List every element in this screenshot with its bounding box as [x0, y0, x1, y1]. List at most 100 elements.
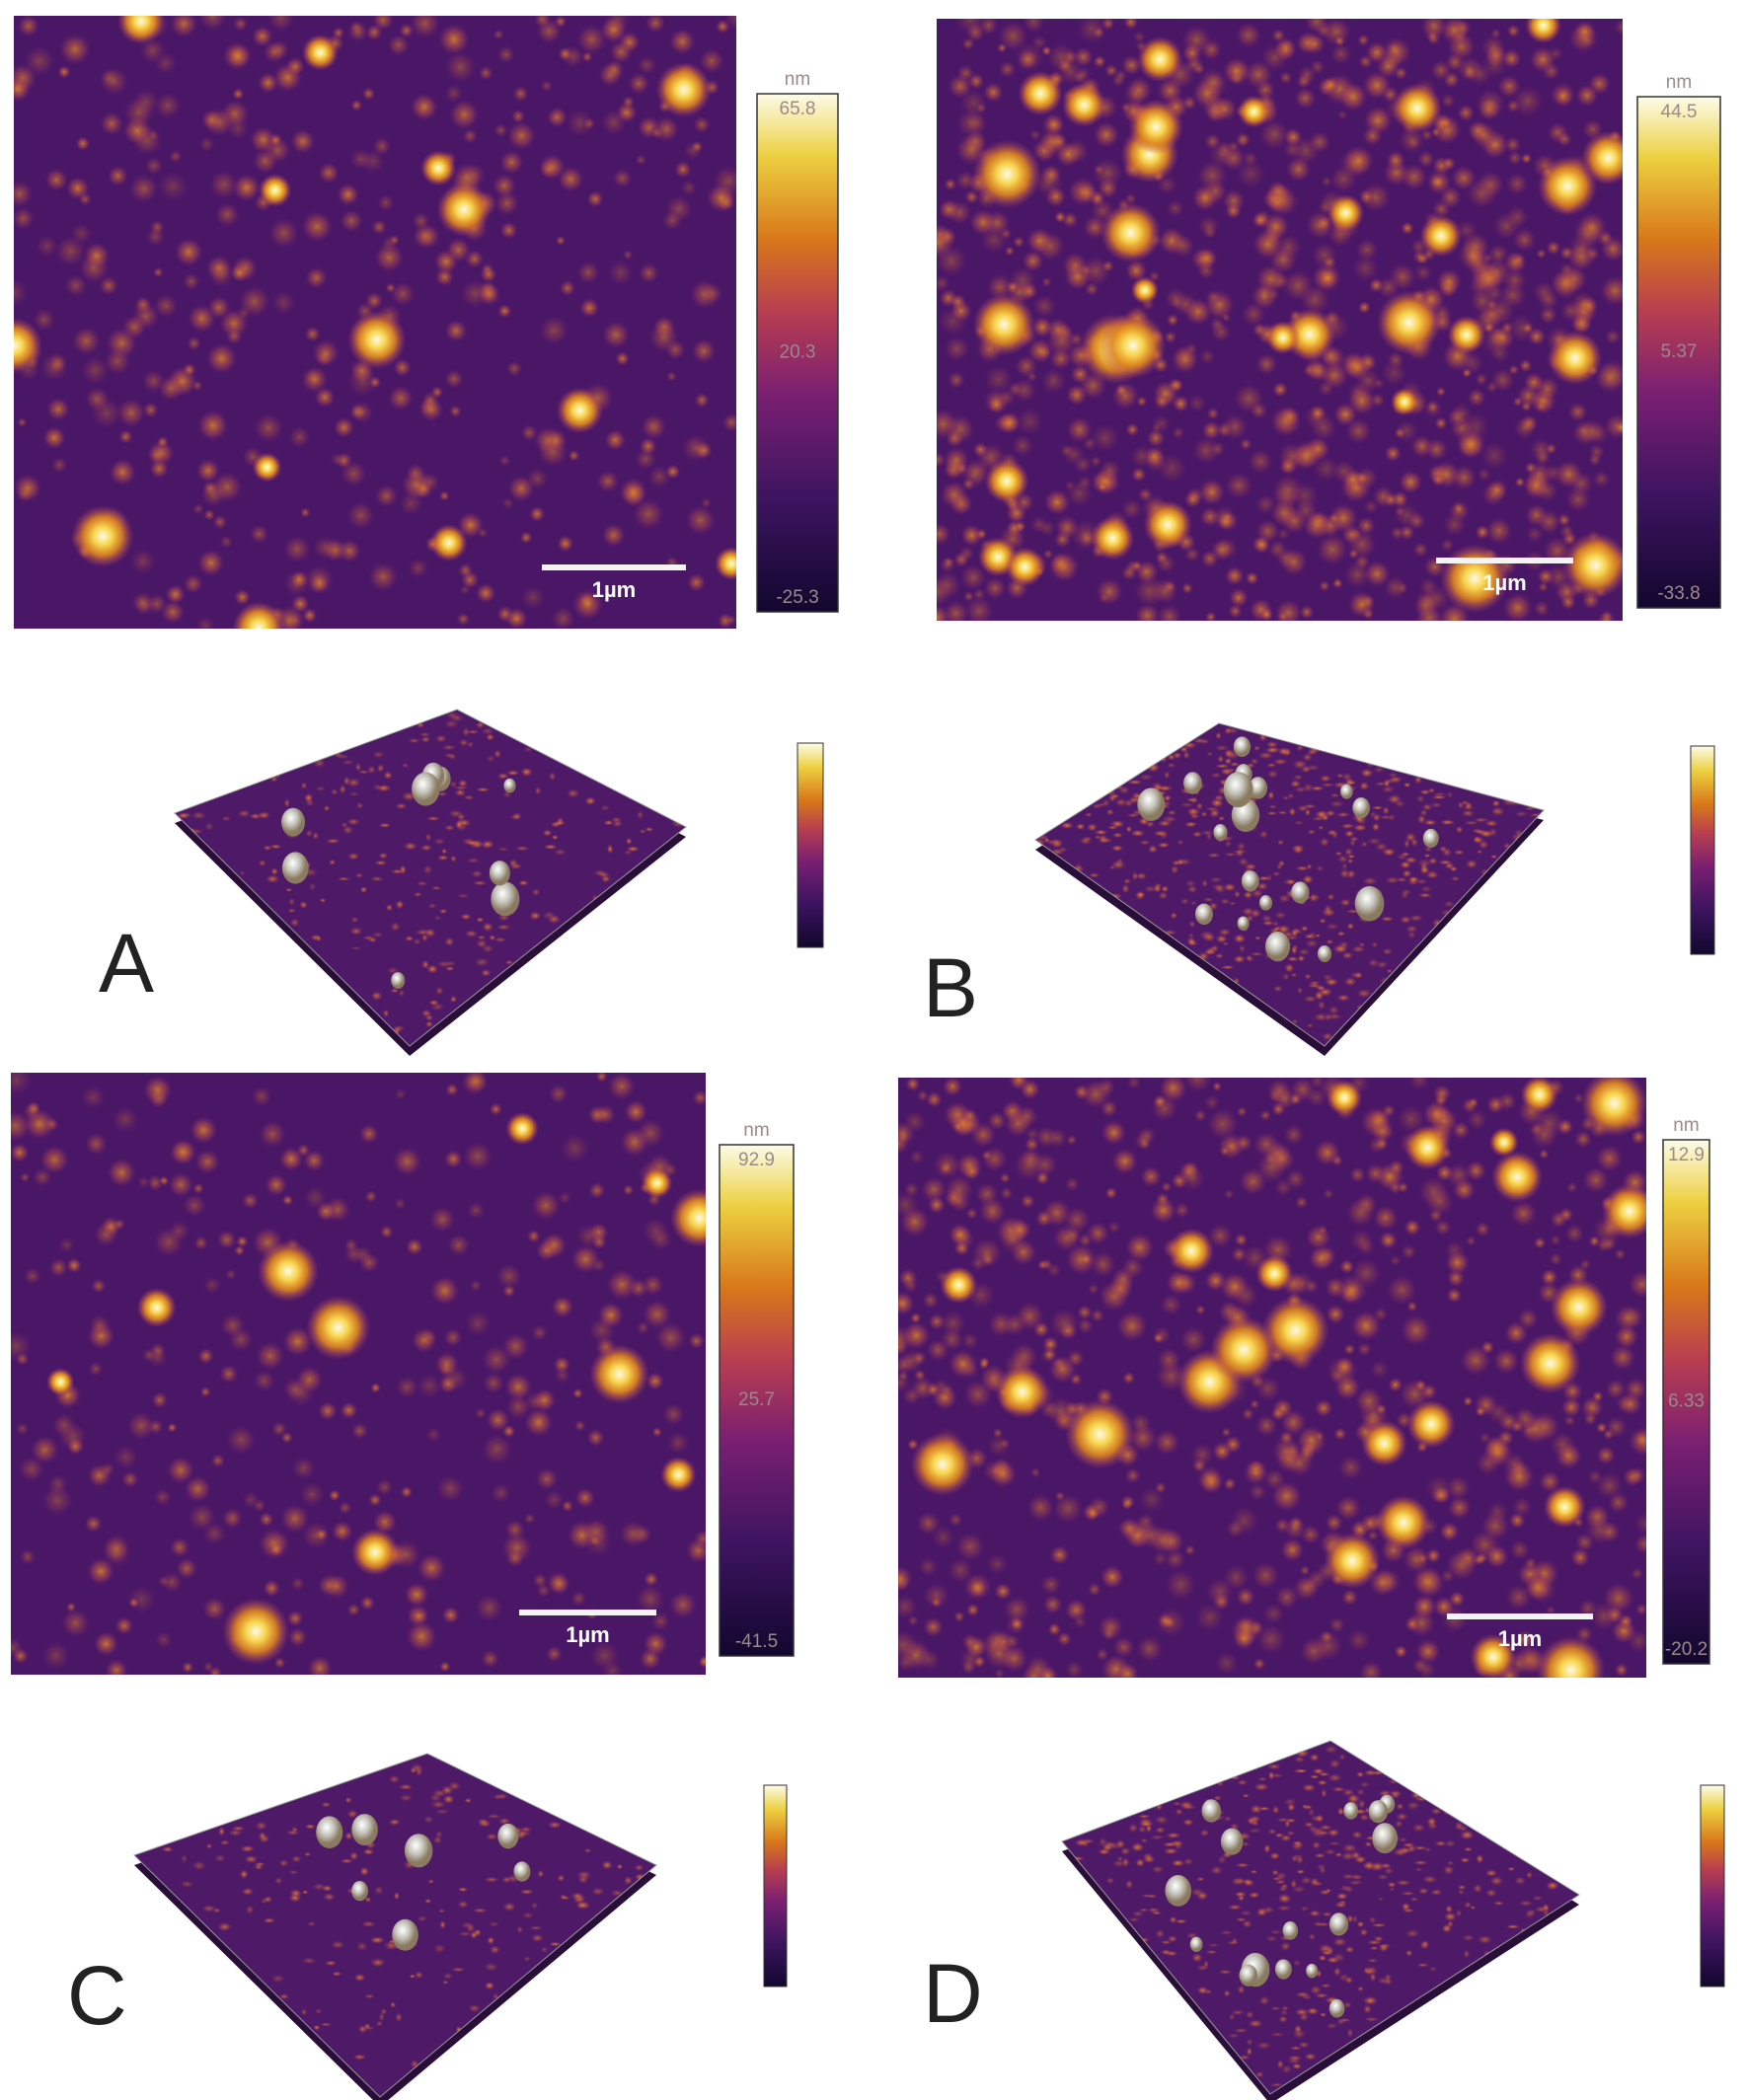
grain	[154, 51, 178, 75]
grain	[1121, 883, 1130, 894]
grain	[1234, 1233, 1249, 1247]
particle	[1489, 1127, 1519, 1158]
grain	[471, 869, 484, 878]
grain	[1444, 1839, 1457, 1848]
colorbar-min: -25.3	[776, 587, 818, 608]
grain	[1283, 1442, 1302, 1461]
grain	[1304, 33, 1327, 55]
grain	[153, 1488, 172, 1507]
grain	[390, 922, 401, 933]
grain	[1138, 840, 1151, 846]
grain	[258, 859, 266, 867]
grain	[314, 387, 336, 408]
grain	[289, 918, 300, 927]
grain	[633, 498, 664, 530]
grain	[1419, 885, 1433, 893]
grain	[505, 1548, 525, 1568]
particle	[972, 293, 1035, 356]
grain	[1206, 407, 1220, 420]
grain	[1484, 819, 1499, 827]
grain	[1335, 1495, 1361, 1521]
grain	[1210, 1865, 1223, 1875]
grain	[443, 752, 455, 759]
colorbar-mid: 6.33	[1668, 1391, 1705, 1412]
grain	[1375, 960, 1389, 969]
grain	[1416, 814, 1426, 825]
grain	[1324, 904, 1332, 914]
grain	[1512, 254, 1525, 266]
grain	[1339, 1884, 1350, 1892]
grain	[1097, 481, 1108, 492]
grain	[665, 464, 681, 480]
colorbar-unit: nm	[1666, 72, 1692, 93]
grain	[205, 1842, 213, 1849]
grain	[987, 1111, 1007, 1131]
grain	[1057, 847, 1068, 853]
grain	[588, 1316, 616, 1344]
grain	[531, 1324, 548, 1341]
grain	[1054, 210, 1067, 224]
grain	[414, 1971, 424, 1980]
grain	[944, 336, 970, 362]
grain	[222, 40, 253, 71]
grain	[920, 1175, 948, 1203]
grain	[1579, 418, 1606, 445]
grain	[438, 23, 470, 55]
grain	[1214, 763, 1231, 769]
grain	[395, 899, 405, 910]
grain	[484, 1981, 495, 1990]
grain	[1206, 751, 1214, 757]
grain	[1235, 1917, 1248, 1922]
grain	[341, 822, 348, 828]
grain	[1299, 1564, 1311, 1576]
grain	[30, 1435, 59, 1464]
grain	[596, 470, 620, 493]
grain	[1489, 855, 1498, 860]
grain	[1430, 1807, 1442, 1815]
grain	[1341, 951, 1354, 960]
grain	[1322, 1912, 1333, 1917]
grain	[610, 1889, 624, 1897]
grain	[444, 369, 464, 389]
grain	[1111, 1859, 1127, 1868]
grain	[1005, 1633, 1021, 1649]
grain	[1010, 1238, 1037, 1266]
grain	[1386, 968, 1394, 973]
grain	[1181, 582, 1193, 595]
grain	[1446, 1860, 1455, 1866]
grain	[273, 1656, 286, 1669]
grain	[216, 1230, 237, 1250]
grain	[1435, 386, 1447, 397]
grain	[1432, 1084, 1452, 1103]
grain	[288, 425, 311, 448]
grain	[323, 804, 331, 812]
peak	[281, 852, 309, 884]
grain	[1356, 1920, 1365, 1928]
grain	[639, 437, 657, 456]
grain	[1550, 1235, 1561, 1246]
grain	[1316, 215, 1332, 232]
grain	[413, 891, 423, 898]
grain	[362, 1848, 375, 1855]
grain	[1338, 1973, 1350, 1983]
grain	[459, 584, 471, 596]
grain	[1154, 1815, 1170, 1825]
grain	[1356, 516, 1376, 536]
grain	[595, 1104, 616, 1125]
particle	[1580, 1078, 1646, 1137]
grain	[1196, 1877, 1205, 1882]
grain	[449, 995, 457, 1004]
grain	[482, 944, 494, 953]
grain	[1339, 868, 1350, 879]
grain	[1346, 1628, 1371, 1653]
grain	[1191, 831, 1203, 838]
grain	[1506, 99, 1521, 113]
grain	[184, 1475, 212, 1503]
grain	[278, 1993, 290, 2000]
grain	[609, 39, 633, 64]
grain	[1347, 854, 1356, 859]
grain	[1466, 1108, 1488, 1131]
grain	[1366, 1958, 1379, 1964]
grain	[1166, 198, 1184, 218]
grain	[1371, 1922, 1388, 1928]
